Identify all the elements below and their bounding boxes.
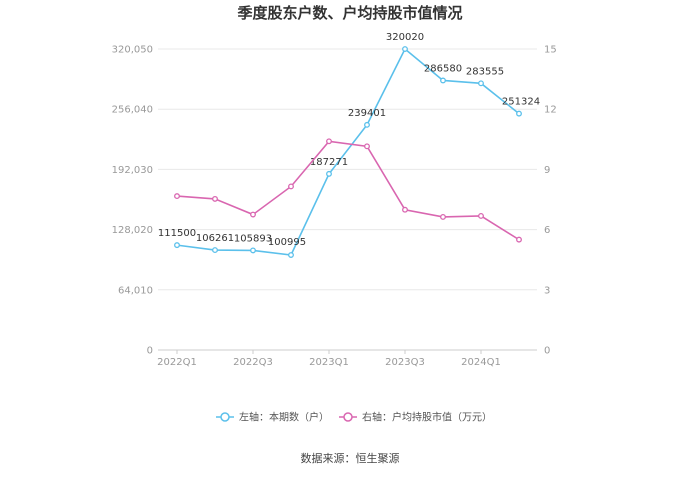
y-right-tick-label: 12 [544, 105, 557, 116]
data-label: 111500 [158, 228, 196, 239]
grid [158, 48, 537, 351]
data-label: 105893 [234, 233, 272, 244]
x-tick-label: 2023Q1 [309, 357, 349, 368]
y-left-tick-label: 0 [147, 346, 153, 357]
data-label: 106261 [196, 233, 234, 244]
y-right-tick-label: 6 [544, 225, 550, 236]
y-right-tick-label: 3 [544, 285, 550, 296]
axes: 0 0 64,010 3 128,020 6 192,030 9 256,040 12 320,05… [112, 45, 557, 369]
y-right-tick-label: 0 [544, 346, 550, 357]
data-point [288, 252, 294, 258]
data-point [402, 46, 408, 52]
data-point [212, 195, 218, 202]
data-point [250, 247, 256, 254]
x-tick-label: 2023Q3 [385, 357, 425, 368]
y-left-tick-label: 128,020 [112, 225, 153, 236]
data-point [516, 110, 522, 117]
y-right-tick-label: 9 [544, 165, 550, 176]
source-note: 数据来源：恒生聚源 [301, 451, 400, 465]
data-point [478, 80, 484, 87]
y-left-tick-label: 64,010 [118, 285, 153, 296]
data-point [288, 183, 294, 190]
legend-label: 右轴：户均持股市值（万元） [362, 411, 492, 424]
data-point [364, 121, 370, 128]
data-label: 320020 [386, 32, 424, 43]
data-point [212, 247, 218, 254]
data-label: 283555 [466, 66, 504, 77]
data-label: 251324 [502, 97, 540, 108]
data-point [326, 138, 332, 145]
chart-title: 季度股东户数、户均持股市值情况 [237, 4, 462, 22]
y-right-tick-label: 15 [544, 45, 557, 56]
x-tick-label: 2024Q1 [461, 357, 501, 368]
y-left-tick-label: 192,030 [112, 165, 153, 176]
series-line-0 [176, 47, 520, 256]
series-line-1 [176, 140, 520, 241]
data-label: 286580 [424, 63, 462, 74]
x-tick-label: 2022Q3 [233, 357, 273, 368]
data-point [326, 170, 332, 177]
data-point [250, 211, 256, 218]
legend: 左轴：本期数（户） 右轴：户均持股市值（万元） [216, 411, 492, 424]
data-label: 100995 [268, 237, 306, 248]
data-point [440, 77, 446, 84]
data-label: 187271 [310, 157, 348, 168]
data-label: 239401 [348, 108, 386, 119]
data-point [364, 143, 370, 150]
data-point [516, 236, 522, 243]
legend-marker [220, 412, 230, 422]
legend-label: 左轴：本期数（户） [239, 411, 329, 424]
y-left-tick-label: 256,040 [112, 105, 153, 116]
data-point [402, 206, 408, 213]
data-point [174, 242, 180, 249]
data-point [440, 214, 446, 220]
data-point [478, 213, 484, 219]
y-left-tick-label: 320,050 [112, 45, 153, 56]
data-point [174, 193, 180, 200]
legend-marker [343, 412, 353, 422]
x-tick-label: 2022Q1 [157, 357, 197, 368]
